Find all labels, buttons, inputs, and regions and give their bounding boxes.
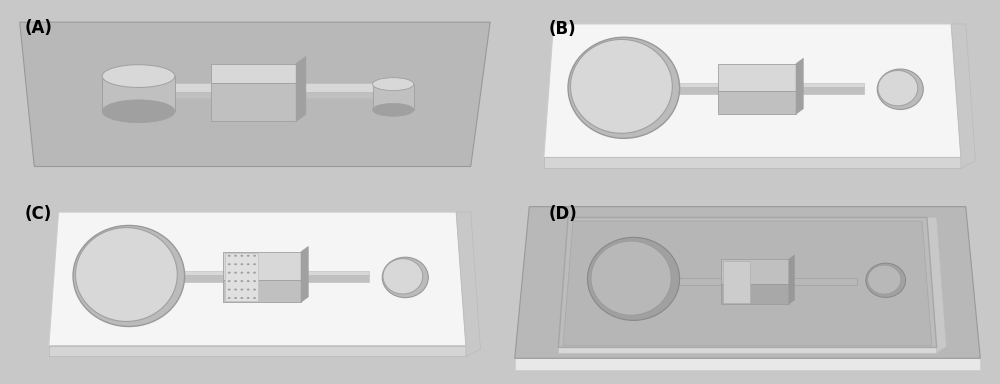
Polygon shape <box>49 212 466 346</box>
Ellipse shape <box>247 280 250 282</box>
Polygon shape <box>296 56 306 121</box>
Bar <box>225 253 258 301</box>
Ellipse shape <box>240 263 243 265</box>
Ellipse shape <box>228 297 231 299</box>
Polygon shape <box>148 275 369 283</box>
Text: (C): (C) <box>25 205 52 223</box>
Ellipse shape <box>240 280 243 282</box>
Polygon shape <box>721 259 789 284</box>
Polygon shape <box>789 255 795 304</box>
Ellipse shape <box>253 280 256 282</box>
Ellipse shape <box>253 288 256 291</box>
Ellipse shape <box>383 259 423 294</box>
Ellipse shape <box>73 225 185 326</box>
Ellipse shape <box>240 255 243 257</box>
Ellipse shape <box>373 103 414 116</box>
Polygon shape <box>544 157 961 168</box>
Ellipse shape <box>253 255 256 257</box>
Polygon shape <box>301 247 308 302</box>
Ellipse shape <box>102 65 175 88</box>
Ellipse shape <box>253 297 256 299</box>
Ellipse shape <box>102 100 175 122</box>
Text: (D): (D) <box>549 205 577 223</box>
Ellipse shape <box>247 271 250 274</box>
Bar <box>643 278 857 285</box>
Text: (A): (A) <box>25 18 52 36</box>
Polygon shape <box>927 217 946 353</box>
Polygon shape <box>211 83 296 121</box>
Ellipse shape <box>866 263 906 298</box>
Polygon shape <box>456 212 480 356</box>
Ellipse shape <box>868 265 901 294</box>
Ellipse shape <box>234 288 237 291</box>
Ellipse shape <box>228 288 231 291</box>
Ellipse shape <box>570 40 672 133</box>
Polygon shape <box>148 271 369 275</box>
Text: (B): (B) <box>549 20 576 38</box>
Ellipse shape <box>587 237 680 320</box>
Ellipse shape <box>234 271 237 274</box>
Polygon shape <box>515 358 980 370</box>
Polygon shape <box>796 58 803 114</box>
Ellipse shape <box>234 255 237 257</box>
Polygon shape <box>515 207 980 358</box>
Ellipse shape <box>878 71 918 106</box>
Polygon shape <box>718 64 796 91</box>
Polygon shape <box>49 346 466 356</box>
Polygon shape <box>223 252 301 280</box>
Ellipse shape <box>247 263 250 265</box>
Ellipse shape <box>253 271 256 274</box>
Ellipse shape <box>877 69 923 109</box>
Polygon shape <box>558 348 937 353</box>
Polygon shape <box>211 64 296 83</box>
Polygon shape <box>294 92 374 98</box>
Ellipse shape <box>247 255 250 257</box>
Ellipse shape <box>247 288 250 291</box>
Ellipse shape <box>568 37 680 138</box>
Bar <box>102 76 175 111</box>
Polygon shape <box>721 284 789 304</box>
Ellipse shape <box>228 263 231 265</box>
Ellipse shape <box>228 255 231 257</box>
Ellipse shape <box>234 297 237 299</box>
Ellipse shape <box>228 271 231 274</box>
Ellipse shape <box>75 228 177 321</box>
Ellipse shape <box>247 297 250 299</box>
Polygon shape <box>146 83 219 92</box>
Polygon shape <box>20 22 490 167</box>
Polygon shape <box>643 87 864 94</box>
Ellipse shape <box>228 280 231 282</box>
Ellipse shape <box>234 263 237 265</box>
Polygon shape <box>718 91 796 114</box>
Polygon shape <box>544 24 961 157</box>
Ellipse shape <box>234 280 237 282</box>
Polygon shape <box>643 83 864 87</box>
Polygon shape <box>146 92 219 98</box>
Bar <box>373 84 414 110</box>
Ellipse shape <box>240 297 243 299</box>
Ellipse shape <box>591 241 671 315</box>
Polygon shape <box>558 217 937 348</box>
Polygon shape <box>563 221 932 346</box>
Polygon shape <box>951 24 975 168</box>
Ellipse shape <box>240 271 243 274</box>
Bar <box>723 261 750 303</box>
Polygon shape <box>223 280 301 302</box>
Ellipse shape <box>373 78 414 91</box>
Ellipse shape <box>240 288 243 291</box>
Polygon shape <box>294 83 374 92</box>
Ellipse shape <box>382 257 428 298</box>
Ellipse shape <box>253 263 256 265</box>
